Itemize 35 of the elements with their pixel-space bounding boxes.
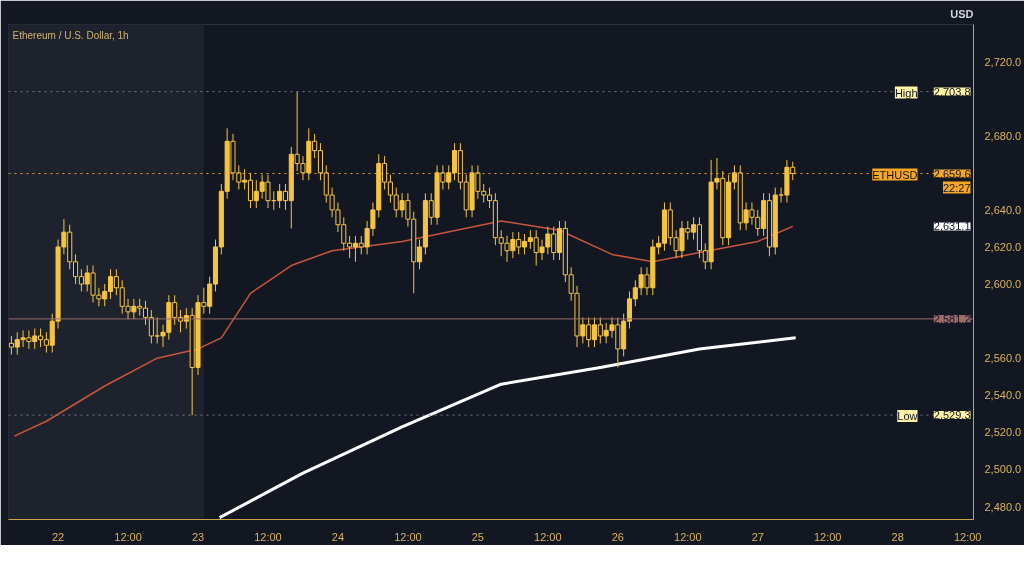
ref-line-label: High <box>894 86 918 99</box>
text: Ethereum / U.S. Dollar, 1h <box>12 29 129 41</box>
y-tick-label: 2,480.0 <box>984 500 1022 513</box>
ref-line-label: Low <box>897 410 918 423</box>
y-axis-title: USD <box>950 7 974 20</box>
x-tick-label: 28 <box>891 530 904 543</box>
y-tick-label: 2,540.0 <box>984 389 1022 402</box>
annotation: 2,631.1 <box>933 220 971 233</box>
annotation: 2,581.2 <box>933 312 971 325</box>
annotation: 2,529.3 <box>933 409 971 422</box>
x-tick-label: 23 <box>191 530 205 543</box>
x-tick-label: 12:00 <box>953 530 982 543</box>
y-tick-label: 2,680.0 <box>984 129 1022 142</box>
y-tick-label: 2,620.0 <box>984 240 1022 253</box>
x-tick-label: 12:00 <box>674 530 702 543</box>
x-tick-label: 12:00 <box>813 530 842 543</box>
x-tick-label: 22 <box>51 530 65 543</box>
y-tick-label: 2,500.0 <box>984 463 1022 476</box>
y-tick-label: 2,640.0 <box>984 203 1022 216</box>
x-tick-label: 27 <box>751 530 764 543</box>
y-tick-label: 2,560.0 <box>984 352 1022 365</box>
x-tick-label: 26 <box>611 530 624 543</box>
annotation: 2,659.6 <box>933 167 971 180</box>
x-tick-label: 12:00 <box>254 530 282 543</box>
y-tick-label: 2,720.0 <box>984 55 1022 68</box>
y-tick-label: 2,520.0 <box>984 426 1022 439</box>
x-tick-label: 12:00 <box>114 530 142 543</box>
ref-line-label: ETHUSD <box>872 168 918 181</box>
x-tick-label: 12:00 <box>394 530 422 543</box>
x-tick-label: 25 <box>471 530 485 543</box>
annotation: 2,703.8 <box>933 85 971 98</box>
x-tick-label: 24 <box>331 530 345 543</box>
y-tick-label: 2,600.0 <box>984 278 1022 291</box>
x-tick-label: 12:00 <box>534 530 562 543</box>
annotation: 22:27 <box>942 181 971 194</box>
